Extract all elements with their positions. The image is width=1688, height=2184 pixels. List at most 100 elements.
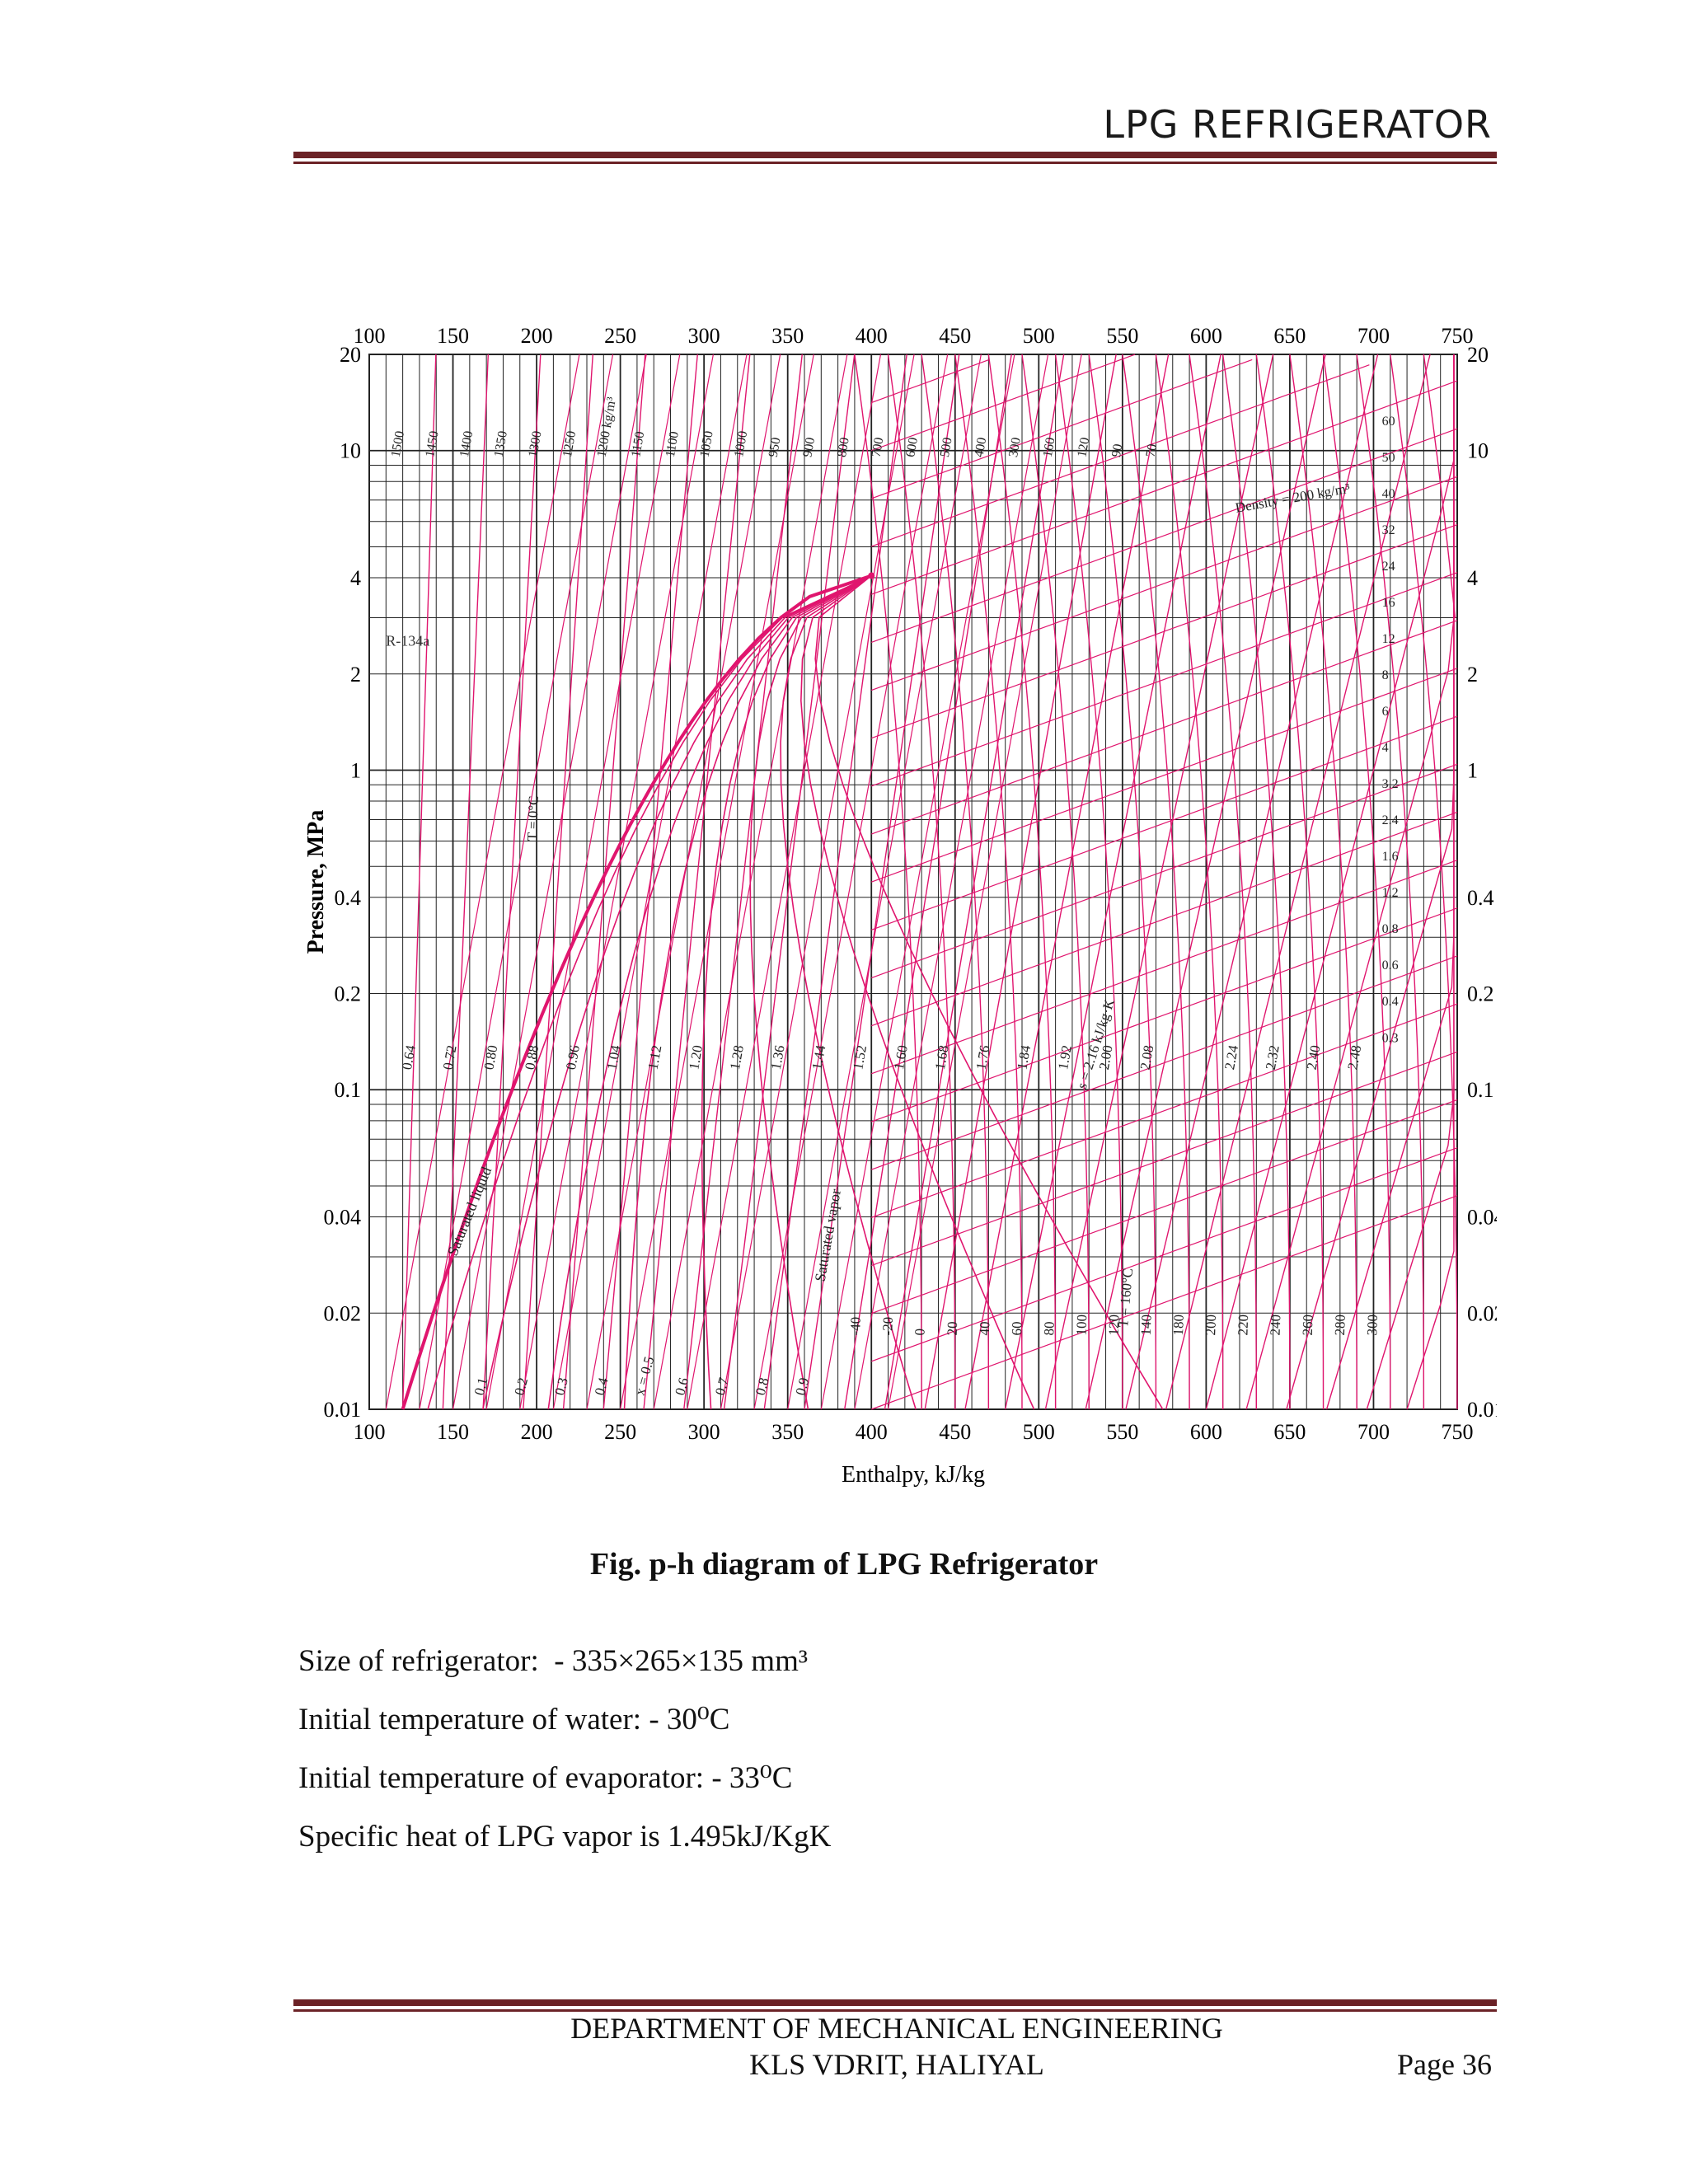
y-tick-label-right: 0.01 [1467, 1398, 1497, 1422]
footer-institution: KLS VDRIT, HALIYAL [749, 2048, 1044, 2081]
y-tick-label: 4 [350, 566, 361, 590]
x-tick-label: 250 [604, 1420, 636, 1444]
x-tick-label-top: 200 [521, 324, 553, 348]
density-value-label: 1000 [732, 430, 750, 458]
density-value-label: 700 [870, 436, 887, 458]
temperature-line [1423, 354, 1456, 619]
entropy-line [1005, 354, 1221, 1410]
entropy-line [763, 354, 907, 1410]
density-line-liquid [485, 354, 681, 1410]
density-value-label: 500 [938, 436, 955, 458]
quality-value-label: 0.9 [793, 1376, 813, 1397]
density-value-label: 1.2 [1382, 886, 1399, 900]
density-value-label: 1300 [526, 430, 544, 458]
x-tick-label: 350 [771, 1420, 804, 1444]
density-line-liquid [552, 354, 748, 1410]
x-tick-label-top: 250 [604, 324, 636, 348]
density-value-label: 2.4 [1382, 813, 1399, 827]
density-value-label: 300 [1006, 436, 1024, 458]
entropy-line [442, 354, 490, 1410]
temperature-line [1390, 354, 1458, 1410]
temperature-value-label: 300 [1364, 1315, 1381, 1336]
density-value-label: 32 [1382, 523, 1395, 537]
quality-value-label: 0.2 [511, 1376, 531, 1397]
density-value-label: 1150 [629, 430, 647, 458]
y-tick-label: 0.4 [335, 886, 362, 910]
footer-department: DEPARTMENT OF MECHANICAL ENGINEERING [570, 2012, 1223, 2045]
density-line-liquid [854, 354, 1049, 1410]
temperature-line [1255, 354, 1325, 1410]
density-value-label: 50 [1382, 451, 1395, 465]
quality-value-label: 0.3 [551, 1376, 571, 1397]
quality-line [701, 574, 872, 1410]
density-value-label: 950 [767, 436, 784, 458]
y-tick-label-right: 0.1 [1467, 1078, 1494, 1102]
temperature-value-label: 140 [1138, 1315, 1155, 1336]
density-value-label: 400 [972, 436, 989, 458]
temperature-value-label: 180 [1170, 1315, 1187, 1336]
density-line-vapor [871, 860, 1458, 1075]
entropy-line [1125, 354, 1379, 1410]
entropy-line [844, 354, 1012, 1410]
y-tick-label: 0.1 [335, 1078, 362, 1102]
temperature-value-label: 260 [1300, 1315, 1316, 1336]
temperature-line [1054, 354, 1123, 1410]
density-line-vapor [871, 1099, 1458, 1315]
x-tick-label-top: 100 [354, 324, 386, 348]
density-line-liquid [787, 354, 982, 1410]
entropy-line [643, 354, 751, 1410]
temperature-line [921, 354, 990, 1410]
density-value-label: 120 [1075, 436, 1092, 458]
density-value-label: 0.6 [1382, 958, 1399, 972]
entropy-value-label: 2.00 [1096, 1044, 1116, 1071]
entropy-value-label: 1.60 [891, 1044, 911, 1071]
entropy-value-label: 1.76 [973, 1044, 993, 1071]
temperature-line [1322, 354, 1391, 1410]
x-tick-label: 400 [856, 1420, 888, 1444]
x-tick-label: 200 [521, 1420, 553, 1444]
y-tick-label-right: 0.4 [1467, 886, 1494, 910]
entropy-line [1205, 354, 1455, 1410]
y-tick-label-right: 0.02 [1467, 1301, 1497, 1325]
density-line-vapor [871, 354, 1136, 452]
temperature-value-label: 20 [945, 1321, 961, 1336]
entropy-line [562, 354, 646, 1410]
density-value-label: 0.8 [1382, 922, 1399, 936]
density-line-vapor [871, 359, 989, 404]
y-tick-label: 20 [340, 343, 361, 367]
temperature-value-label: 240 [1268, 1315, 1284, 1336]
density-value-label: 70 [1144, 443, 1160, 458]
density-line-vapor [871, 668, 1458, 883]
density-line-vapor [871, 572, 1458, 787]
entropy-value-label: 1.12 [645, 1044, 665, 1071]
x-tick-label: 100 [354, 1420, 386, 1444]
entropy-line [964, 354, 1170, 1410]
temperature-line [1221, 354, 1291, 1410]
density-line-liquid [385, 354, 580, 1410]
density-line-vapor [871, 811, 1458, 1027]
x-tick-label-top: 450 [939, 324, 971, 348]
y-tick-label-right: 20 [1467, 343, 1489, 367]
header-rule [293, 152, 1497, 164]
x-tick-label-top: 400 [856, 324, 888, 348]
y-tick-label: 0.04 [324, 1206, 362, 1230]
density-line-liquid [452, 354, 647, 1410]
quality-value-label: 0.7 [712, 1376, 732, 1397]
y-tick-label-right: 0.2 [1467, 982, 1494, 1006]
critical-point [868, 572, 875, 579]
density-line-liquid [720, 354, 915, 1410]
density-value-label: 0.3 [1382, 1031, 1399, 1045]
entropy-value-label: 1.84 [1014, 1043, 1034, 1071]
entropy-value-label: 1.52 [850, 1044, 870, 1071]
quality-line [780, 574, 917, 1410]
density-line-vapor [871, 1195, 1458, 1410]
x-tick-label: 750 [1442, 1420, 1474, 1444]
ph-diagram-svg: 1001001501502002002502503003003503504004… [303, 324, 1505, 1488]
x-tick-label: 150 [437, 1420, 469, 1444]
temperature-value-label: 200 [1203, 1315, 1219, 1336]
density-value-label: 1100 [663, 430, 682, 458]
plot-frame [368, 354, 1458, 1410]
entropy-value-label: 1.92 [1055, 1044, 1075, 1071]
density-line-vapor [871, 359, 1253, 499]
entropy-value-label: 1.68 [932, 1044, 952, 1071]
